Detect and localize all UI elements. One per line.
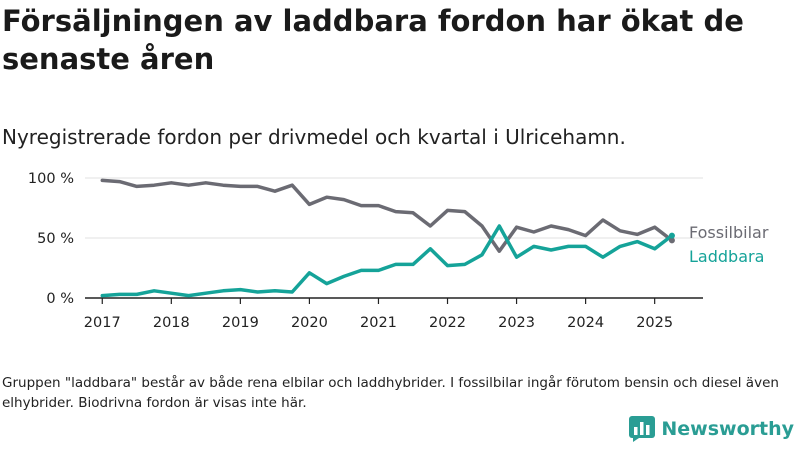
x-tick-label: 2025 — [636, 315, 673, 331]
series-label-laddbara: Laddbara — [689, 247, 764, 266]
series-line-fossilbilar — [100, 178, 674, 253]
series-line-laddbara — [100, 224, 674, 298]
x-tick-label: 2023 — [498, 315, 535, 331]
series-label-fossilbilar: Fossilbilar — [689, 223, 769, 242]
series-end-marker-laddbara — [668, 232, 675, 239]
x-tick-label: 2017 — [84, 315, 121, 331]
line-chart: 0 % 50 % 100 % 2017 2018 2019 2020 2021 2022 202… — [28, 171, 769, 331]
bar-chart-logo-icon — [629, 416, 656, 442]
brand-label: Newsworthy — [661, 418, 794, 440]
y-axis: 0 % 50 % 100 % — [28, 171, 74, 307]
series-labels: Fossilbilar Laddbara — [689, 223, 769, 266]
y-tick-label: 100 % — [28, 171, 74, 187]
x-tick-label: 2022 — [429, 315, 466, 331]
series-lines — [100, 178, 675, 298]
chart-subtitle: Nyregistrerade fordon per drivmedel och … — [2, 125, 626, 149]
footnote: Gruppen "laddbara" består av både rena e… — [2, 375, 779, 411]
x-tick-label: 2020 — [291, 315, 328, 331]
newsworthy-brand[interactable]: Newsworthy — [629, 415, 794, 443]
x-tick-label: 2021 — [360, 315, 397, 331]
x-tick-label: 2018 — [153, 315, 190, 331]
x-axis: 2017 2018 2019 2020 2021 2022 2023 2024 2025 — [84, 297, 703, 331]
series-end-marker-fossilbilar — [668, 237, 675, 244]
y-tick-label: 50 % — [37, 231, 74, 247]
x-tick-label: 2024 — [567, 315, 604, 331]
chart-title: Försäljningen av laddbara fordon har öka… — [2, 4, 744, 76]
x-tick-label: 2019 — [222, 315, 259, 331]
y-tick-label: 0 % — [46, 291, 74, 307]
grid-lines — [85, 177, 703, 239]
